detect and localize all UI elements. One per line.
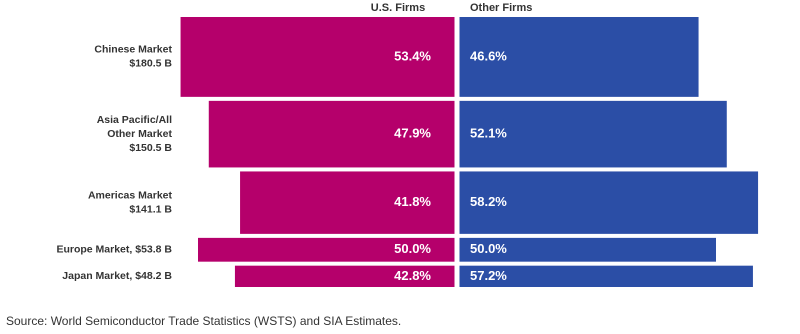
category-label: Chinese Market (94, 44, 172, 56)
value-label: 46.6% (470, 48, 507, 63)
source-note: Source: World Semiconductor Trade Statis… (6, 314, 401, 328)
series-header: Other Firms (470, 2, 532, 14)
bar (240, 171, 455, 234)
category-label: Europe Market, $53.8 B (56, 244, 172, 256)
value-label: 52.1% (470, 126, 507, 141)
bar (459, 237, 716, 262)
category-label: Japan Market, $48.2 B (62, 270, 172, 282)
bar (198, 237, 455, 262)
category-label: Asia Pacific/All (97, 114, 172, 126)
category-label: $141.1 B (129, 203, 172, 215)
bar (208, 100, 455, 168)
bar (459, 171, 759, 234)
category-label: Americas Market (88, 189, 173, 201)
series-header: U.S. Firms (371, 2, 425, 14)
value-label: 41.8% (394, 194, 431, 209)
category-label: Other Market (107, 128, 172, 140)
value-label: 53.4% (394, 48, 431, 63)
category-label: $150.5 B (129, 142, 172, 154)
value-label: 47.9% (394, 126, 431, 141)
value-label: 42.8% (394, 268, 431, 283)
bar (459, 17, 699, 97)
bar (459, 100, 727, 168)
bar (180, 17, 455, 97)
value-label: 58.2% (470, 194, 507, 209)
value-label: 57.2% (470, 268, 507, 283)
category-label: $180.5 B (129, 58, 172, 70)
bar (459, 265, 753, 287)
value-label: 50.0% (394, 241, 431, 256)
bar (234, 265, 455, 287)
value-label: 50.0% (470, 241, 507, 256)
